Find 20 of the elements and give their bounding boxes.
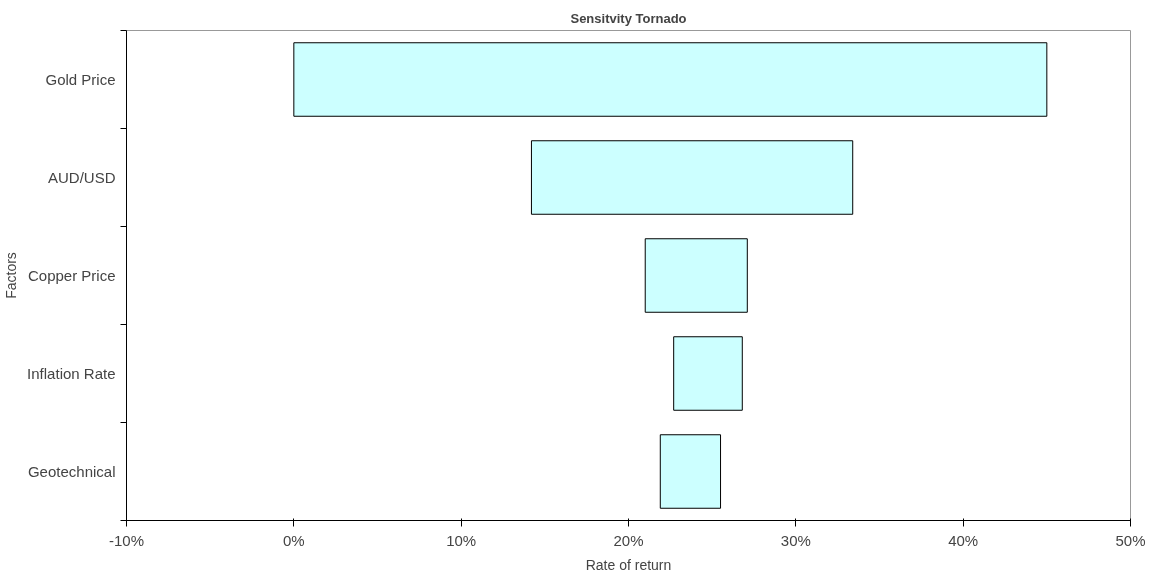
x-tick-label: -10%	[108, 531, 145, 549]
x-tick-label: 40%	[948, 531, 979, 549]
x-tick-label: 30%	[780, 531, 811, 549]
y-tick-label: AUD/USD	[47, 169, 116, 186]
bar	[530, 140, 854, 215]
y-tick-label: Gold Price	[45, 71, 116, 88]
x-tick-label: 10%	[446, 531, 477, 549]
x-tick-label: 0%	[282, 531, 305, 549]
bar	[659, 434, 722, 509]
x-tick-label: 50%	[1115, 531, 1146, 549]
y-tick-label: Inflation Rate	[27, 365, 116, 382]
y-axis-title: Factors	[3, 252, 20, 299]
y-tick-label: Geotechnical	[27, 463, 116, 480]
bar	[644, 238, 748, 313]
x-axis-title: Rate of return	[585, 556, 672, 573]
x-tick-label: 20%	[613, 531, 644, 549]
chart-title: Sensitvity Tornado	[570, 10, 687, 26]
bar	[293, 42, 1048, 117]
y-tick-label: Copper Price	[27, 267, 116, 284]
bar	[673, 336, 743, 411]
